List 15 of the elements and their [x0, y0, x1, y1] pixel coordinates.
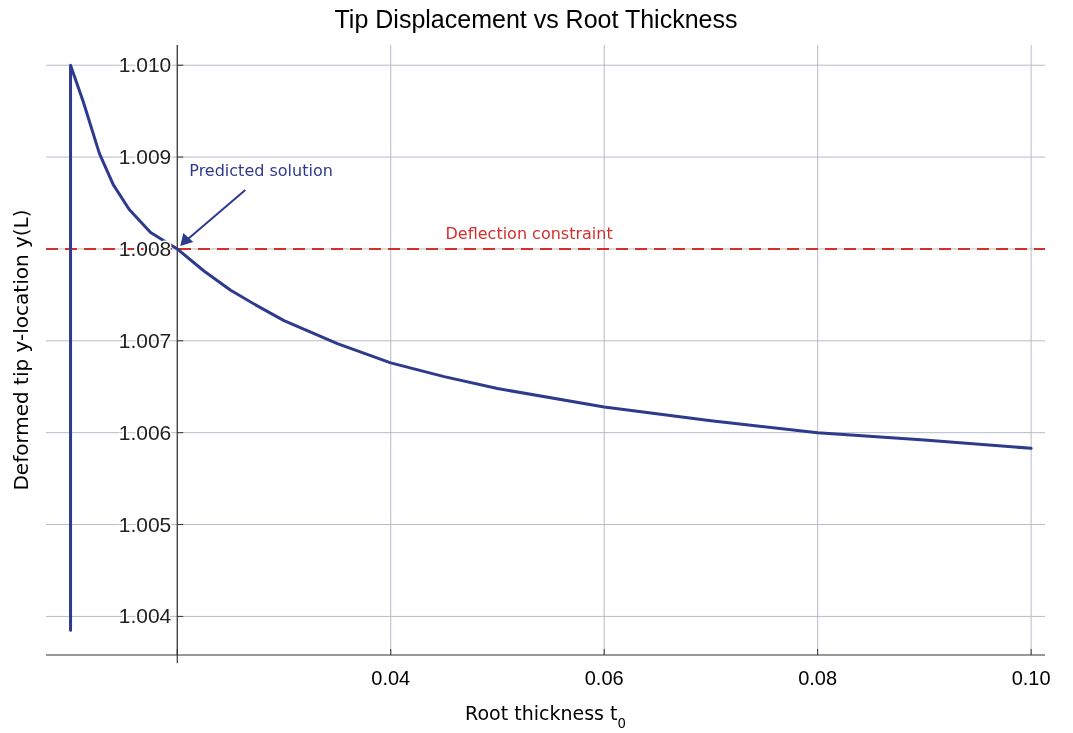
ref-line-label: Deflection constraint: [445, 223, 613, 243]
x-tick-label: 0.10: [1011, 667, 1051, 689]
y-tick-label: 1.005: [118, 512, 172, 536]
y-tick-label: 1.006: [118, 420, 172, 444]
x-axis-title: Root thickness t$_{0}$: [465, 702, 626, 731]
y-tick-label: 1.010: [118, 53, 172, 77]
x-tick-label: 0.04: [371, 667, 411, 689]
y-tick-label: 1.007: [118, 328, 172, 352]
x-tick-label: 0.06: [584, 667, 624, 689]
x-tick-label: 0.08: [798, 667, 838, 689]
annotation: Predicted solution: [189, 160, 333, 180]
y-axis-title: Deformed tip y-location y(L): [9, 209, 33, 491]
y-tick-label: 1.004: [118, 604, 172, 628]
chart-title: Tip Displacement vs Root Thickness: [334, 5, 738, 33]
y-tick-label: 1.009: [118, 145, 172, 169]
